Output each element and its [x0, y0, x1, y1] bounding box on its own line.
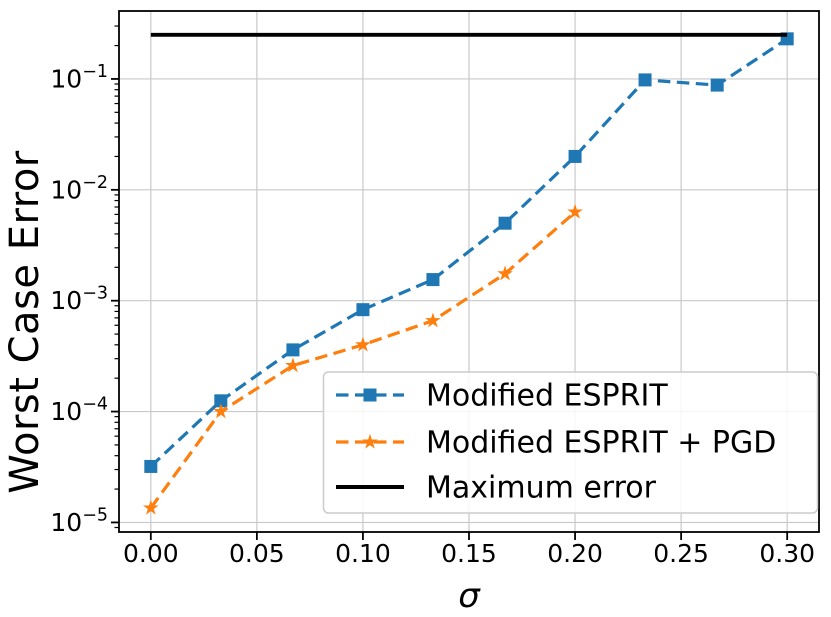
legend-label-modified-esprit: Modified ESPRIT [426, 379, 668, 414]
y-tick-label: 10−5 [50, 505, 108, 537]
marker-star-modified-esprit-pgd [497, 265, 513, 281]
x-tick-label: 0.25 [653, 539, 709, 568]
marker-square-modified-esprit [356, 303, 370, 317]
legend-box [322, 371, 819, 514]
legend-label-maximum-error: Maximum error [426, 471, 657, 506]
x-tick-label: 0.05 [229, 539, 285, 568]
marker-star-modified-esprit-pgd [567, 203, 583, 219]
marker-star-modified-esprit-pgd [213, 403, 229, 419]
marker-square-modified-esprit [710, 78, 724, 92]
x-axis-label: σ [458, 576, 481, 616]
marker-square-modified-esprit [286, 343, 300, 357]
marker-star-modified-esprit-pgd [143, 499, 159, 515]
y-tick-label: 10−4 [50, 395, 108, 427]
series-line-modified-esprit [149, 37, 789, 468]
marker-square-modified-esprit [498, 216, 512, 230]
x-tick-label: 0.20 [547, 539, 603, 568]
marker-star-modified-esprit-pgd [285, 357, 301, 373]
marker-square-legend-modified-esprit [363, 388, 377, 402]
x-tick-label: 0.10 [335, 539, 391, 568]
marker-square-modified-esprit [568, 149, 582, 163]
grid-layer [119, 11, 819, 532]
tick-layer: 0.00 0.05 0.10 0.15 0.20 0.25 0.30 10−1 10−2 10−3… [50, 25, 815, 568]
marker-square-modified-esprit [638, 73, 652, 87]
marker-star-modified-esprit-pgd [355, 336, 371, 352]
marker-square-modified-esprit [214, 394, 228, 408]
legend: Modified ESPRIT Modified ESPRIT + PGD Maxi… [322, 371, 819, 514]
marker-star-modified-esprit-pgd [425, 312, 441, 328]
legend-label-modified-esprit-pgd: Modified ESPRIT + PGD [426, 426, 776, 461]
marker-square-modified-esprit [426, 273, 440, 287]
marker-star-legend-modified-esprit-pgd [362, 433, 378, 449]
x-tick-label: 0.15 [441, 539, 497, 568]
x-tick-label: 0.00 [123, 539, 179, 568]
y-tick-label: 10−1 [50, 62, 108, 94]
y-axis-label: Worst Case Error [2, 150, 48, 494]
marker-square-modified-esprit [144, 459, 158, 473]
y-tick-label: 10−2 [50, 173, 108, 205]
x-tick-label: 0.30 [759, 539, 815, 568]
y-tick-label: 10−3 [50, 284, 108, 316]
series-layer [143, 32, 794, 515]
